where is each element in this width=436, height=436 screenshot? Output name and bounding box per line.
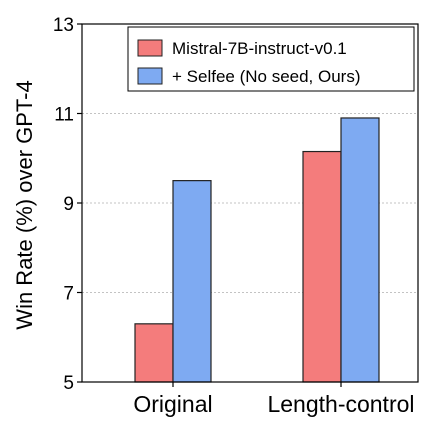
legend-label: Mistral-7B-instruct-v0.1 (172, 39, 347, 58)
bar-length-control-series-2 (340, 117, 380, 383)
y-tick-label: 5 (63, 373, 74, 394)
x-tick-label: Original (133, 391, 212, 417)
y-tick-label: 13 (53, 15, 74, 36)
x-tick-label: Length-control (267, 391, 414, 417)
bars (134, 117, 380, 383)
legend-swatch (137, 39, 163, 57)
legend-box (127, 26, 415, 92)
legend: Mistral-7B-instruct-v0.1 + Selfee (No see… (127, 26, 415, 92)
y-axis-label: Win Rate (%) over GPT-4 (12, 80, 37, 329)
bar-original-series-1 (134, 323, 174, 383)
bar-original-series-2 (172, 180, 212, 383)
y-axis-ticks: 5 7 9 11 13 (53, 15, 82, 394)
legend-label: + Selfee (No seed, Ours) (172, 67, 361, 86)
y-tick-label: 7 (63, 284, 74, 305)
y-tick-label: 11 (54, 105, 74, 126)
legend-swatch (137, 67, 163, 85)
x-axis-ticks: Original Length-control (133, 382, 415, 417)
y-tick-label: 9 (63, 194, 74, 215)
bar-length-control-series-1 (302, 150, 342, 383)
